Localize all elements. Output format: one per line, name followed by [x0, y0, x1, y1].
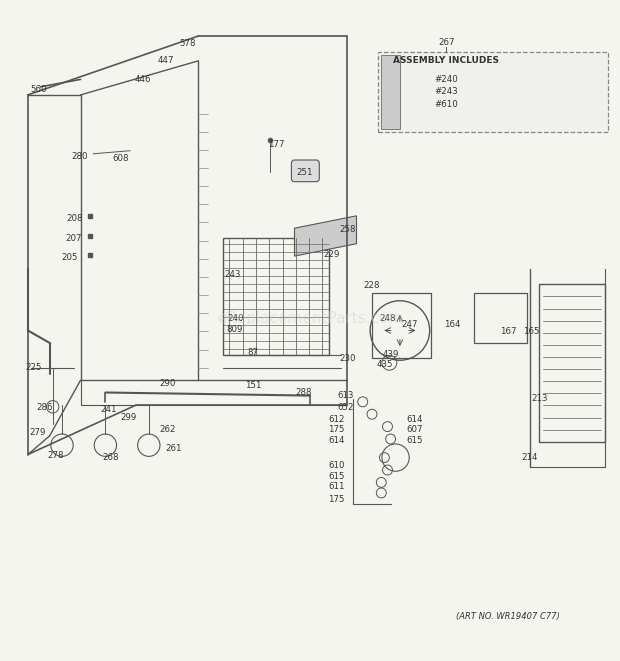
Polygon shape — [294, 215, 356, 256]
Text: 286: 286 — [37, 403, 53, 412]
Text: 290: 290 — [159, 379, 175, 388]
Text: 610: 610 — [329, 461, 345, 469]
Text: 608: 608 — [113, 153, 129, 163]
Text: 614: 614 — [329, 436, 345, 446]
Text: 267: 267 — [438, 38, 454, 47]
Text: 247: 247 — [401, 320, 417, 329]
Text: 614: 614 — [406, 414, 422, 424]
Text: 151: 151 — [245, 381, 261, 389]
Text: 652: 652 — [338, 403, 354, 412]
Text: 258: 258 — [339, 225, 355, 234]
Text: 230: 230 — [339, 354, 355, 363]
FancyBboxPatch shape — [378, 52, 608, 132]
Text: 615: 615 — [406, 436, 422, 446]
Text: 299: 299 — [121, 413, 137, 422]
Text: 229: 229 — [324, 251, 340, 259]
Text: 613: 613 — [338, 391, 354, 400]
Text: 578: 578 — [179, 39, 195, 48]
Polygon shape — [381, 55, 400, 129]
Text: #243: #243 — [435, 87, 458, 97]
Text: 213: 213 — [531, 394, 547, 403]
Text: 208: 208 — [66, 214, 82, 223]
Text: 164: 164 — [445, 320, 461, 329]
Text: 167: 167 — [500, 327, 516, 336]
Text: 205: 205 — [61, 253, 78, 262]
Text: 809: 809 — [226, 325, 242, 334]
Text: 607: 607 — [406, 425, 422, 434]
Text: 262: 262 — [159, 425, 175, 434]
Text: 261: 261 — [166, 444, 182, 453]
Text: #240: #240 — [435, 75, 458, 84]
FancyBboxPatch shape — [291, 160, 319, 182]
Text: 207: 207 — [65, 234, 81, 243]
Text: ASSEMBLY INCLUDES: ASSEMBLY INCLUDES — [394, 56, 499, 65]
Text: 243: 243 — [224, 270, 241, 279]
Text: 241: 241 — [100, 405, 117, 414]
Text: 279: 279 — [29, 428, 45, 438]
Text: eReplacementParts.com: eReplacementParts.com — [217, 311, 403, 326]
Text: 165: 165 — [523, 327, 539, 336]
Text: 175: 175 — [329, 425, 345, 434]
Text: 268: 268 — [102, 453, 118, 462]
Text: #610: #610 — [435, 100, 458, 108]
Text: 228: 228 — [364, 282, 380, 290]
Text: 611: 611 — [329, 483, 345, 491]
Text: 240: 240 — [228, 313, 244, 323]
Text: (ART NO. WR19407 C77): (ART NO. WR19407 C77) — [456, 613, 560, 621]
Text: 248: 248 — [379, 313, 396, 323]
Text: 251: 251 — [297, 168, 313, 177]
Text: 612: 612 — [329, 414, 345, 424]
Text: 175: 175 — [329, 494, 345, 504]
Text: 214: 214 — [522, 453, 538, 462]
Text: 278: 278 — [48, 451, 64, 460]
Text: 87: 87 — [247, 348, 259, 357]
Text: 288: 288 — [296, 388, 312, 397]
Text: 447: 447 — [158, 56, 174, 65]
Text: 280: 280 — [71, 153, 87, 161]
Text: 439: 439 — [383, 350, 399, 358]
Text: 435: 435 — [376, 360, 392, 369]
Text: 615: 615 — [329, 472, 345, 481]
Text: 446: 446 — [135, 75, 151, 84]
Text: 225: 225 — [26, 363, 42, 372]
Text: 560: 560 — [31, 85, 47, 95]
Text: 177: 177 — [268, 140, 284, 149]
